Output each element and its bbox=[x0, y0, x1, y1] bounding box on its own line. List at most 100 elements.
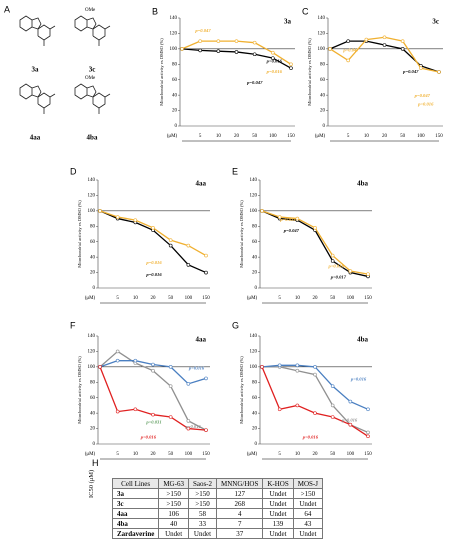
y-axis-label: Mitochondrial activity vs DMSO (%) bbox=[307, 38, 312, 106]
x-tick-label: 50 bbox=[168, 296, 174, 301]
table-row: 4aa 106 58 4 Undet 64 bbox=[111, 508, 323, 519]
y-tick-label: 120 bbox=[170, 32, 178, 37]
data-point bbox=[151, 412, 155, 417]
data-point bbox=[328, 47, 332, 51]
x-axis-label: (μM) bbox=[85, 296, 96, 301]
y-axis-label: Mitochondrial activity vs DMSO (%) bbox=[77, 356, 82, 424]
data-point bbox=[252, 52, 257, 57]
x-tick-label: 150 bbox=[202, 452, 210, 457]
table-row: Zardaverine Undet Undet 37 Undet Undet bbox=[111, 528, 323, 539]
data-point bbox=[346, 39, 350, 43]
x-tick-label: 10 bbox=[364, 134, 370, 139]
x-tick-label: 5 bbox=[347, 134, 350, 139]
x-tick-label: 10 bbox=[133, 296, 139, 301]
chart-title: 4ba bbox=[357, 336, 368, 344]
y-tick-label: 40 bbox=[172, 93, 178, 98]
x-tick-label: 150 bbox=[435, 134, 443, 139]
table-row: 3c >150 >150 268 Undet Undet bbox=[111, 498, 323, 509]
compound-label: 4ba bbox=[87, 134, 98, 142]
data-point bbox=[382, 35, 387, 40]
table-cell: 4aa bbox=[111, 508, 160, 519]
y-tick-label: 60 bbox=[252, 396, 258, 401]
x-tick-label: 100 bbox=[185, 296, 193, 301]
data-point bbox=[295, 363, 300, 368]
y-tick-label: 80 bbox=[90, 380, 96, 385]
x-tick-label: 150 bbox=[202, 296, 210, 301]
y-tick-label: 20 bbox=[172, 109, 178, 114]
data-point bbox=[115, 358, 120, 363]
y-tick-label: 80 bbox=[172, 62, 178, 67]
data-point bbox=[186, 382, 191, 386]
y-tick-label: 80 bbox=[320, 62, 326, 67]
table-cell: Undet bbox=[292, 528, 323, 539]
chart-title: 4aa bbox=[196, 180, 207, 188]
x-tick-label: 50 bbox=[168, 452, 174, 457]
table-cell: Undet bbox=[292, 498, 323, 509]
data-point bbox=[400, 39, 405, 43]
x-tick-label: 100 bbox=[185, 452, 193, 457]
y-tick-label: 60 bbox=[252, 240, 258, 245]
chart-title: 4ba bbox=[357, 180, 368, 188]
y-tick-label: 140 bbox=[170, 16, 178, 21]
chart-title: 3a bbox=[284, 18, 292, 26]
panel-label: D bbox=[70, 166, 77, 176]
data-point bbox=[234, 39, 239, 43]
y-tick-label: 140 bbox=[318, 16, 326, 21]
table-cell: 4 bbox=[216, 508, 264, 519]
annotation: p=0.016 bbox=[145, 260, 162, 265]
x-tick-label: 150 bbox=[364, 452, 372, 457]
y-tick-label: 0 bbox=[255, 442, 258, 447]
series-line bbox=[261, 364, 369, 410]
x-tick-label: 5 bbox=[278, 296, 281, 301]
data-point bbox=[204, 253, 208, 258]
x-tick-label: 5 bbox=[199, 134, 202, 139]
table-cell: >150 bbox=[158, 498, 189, 509]
x-tick-label: 100 bbox=[347, 452, 355, 457]
table-cell: MG-63 bbox=[158, 478, 189, 489]
y-tick-label: 80 bbox=[252, 380, 258, 385]
data-point bbox=[366, 434, 370, 439]
ic50-table: Cell Lines MG-63 Saos-2 MNNG/HOS K-HOS MOS-J 3… bbox=[111, 478, 323, 539]
table-cell: 106 bbox=[158, 508, 189, 519]
table-cell: Saos-2 bbox=[187, 478, 218, 489]
substituent: OMe bbox=[85, 8, 96, 13]
data-point bbox=[277, 215, 282, 219]
annotation: p=0.016 bbox=[341, 417, 358, 422]
panel-label: H bbox=[92, 458, 99, 468]
data-point bbox=[98, 365, 102, 369]
data-point bbox=[348, 422, 353, 427]
y-tick-label: 60 bbox=[320, 78, 326, 83]
annotation: p=0.016 bbox=[350, 376, 367, 381]
data-point bbox=[366, 430, 370, 435]
y-tick-label: 40 bbox=[90, 255, 96, 260]
data-point bbox=[234, 50, 239, 54]
data-point bbox=[271, 56, 275, 60]
y-tick-label: 20 bbox=[90, 271, 96, 276]
data-point bbox=[271, 50, 275, 55]
x-tick-label: 10 bbox=[295, 296, 301, 301]
annotation: p=0.016 bbox=[328, 263, 345, 268]
table-cell: 37 bbox=[216, 528, 264, 539]
annotation: p=0.047 bbox=[283, 228, 300, 233]
table-cell: Cell Lines bbox=[111, 478, 160, 489]
y-tick-label: 120 bbox=[250, 194, 258, 199]
annotation: p=0.031 bbox=[145, 419, 161, 424]
table-header: Cell Lines MG-63 Saos-2 MNNG/HOS K-HOS MOS-J bbox=[111, 478, 323, 489]
data-point bbox=[186, 426, 191, 431]
series-line bbox=[261, 210, 369, 275]
table-cell: >150 bbox=[292, 488, 323, 499]
table-cell: Zardaverine bbox=[111, 528, 160, 539]
x-tick-label: 10 bbox=[295, 452, 301, 457]
x-tick-label: 100 bbox=[347, 296, 355, 301]
table-cell: 3c bbox=[111, 498, 160, 509]
annotation: p=0.047 bbox=[414, 93, 431, 98]
y-tick-label: 40 bbox=[252, 411, 258, 416]
x-tick-label: 150 bbox=[287, 134, 295, 139]
data-point bbox=[168, 238, 173, 242]
data-point bbox=[346, 58, 350, 63]
data-point bbox=[277, 363, 282, 368]
y-tick-label: 140 bbox=[88, 178, 96, 183]
x-tick-label: 50 bbox=[400, 134, 406, 139]
